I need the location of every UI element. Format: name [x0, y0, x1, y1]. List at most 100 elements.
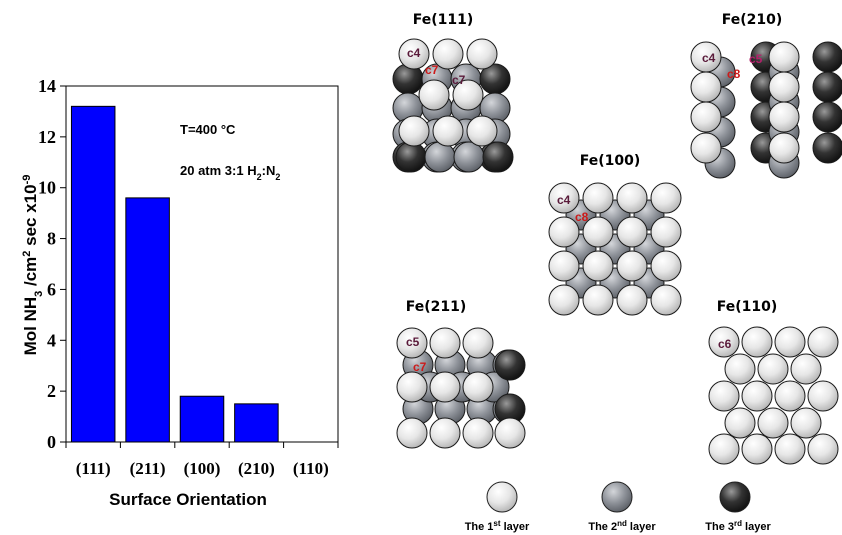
y-tick-label: 12 — [38, 127, 56, 147]
atom-first-layer — [724, 407, 756, 439]
atom-first-layer — [708, 433, 740, 465]
atom-first-layer — [650, 216, 682, 248]
atom-first-layer — [466, 38, 498, 70]
y-tick-label: 8 — [47, 229, 56, 249]
y-tick-label: 2 — [47, 381, 56, 401]
bar — [125, 197, 170, 443]
y-tick-label: 4 — [47, 330, 56, 350]
atom-first-layer — [466, 115, 498, 147]
atom-first-layer — [741, 326, 773, 358]
atom-first-layer — [741, 380, 773, 412]
atom-first-layer — [452, 79, 484, 111]
atom-label: c7 — [452, 73, 466, 87]
atom-first-layer — [582, 284, 614, 316]
x-tick-label: (211) — [130, 459, 166, 478]
x-tick-label: (210) — [238, 459, 275, 478]
atom-first-layer — [790, 407, 822, 439]
x-tick-label: (111) — [76, 459, 111, 478]
bars — [70, 105, 279, 443]
atom-first-layer — [650, 250, 682, 282]
atom-first-layer — [768, 101, 800, 133]
atom-first-layer — [724, 353, 756, 385]
legend-label-third: The 3rd layer — [705, 519, 771, 534]
atom-first-layer — [650, 182, 682, 214]
atom-first-layer — [432, 38, 464, 70]
atom-first-layer — [548, 250, 580, 282]
y-axis: 0 2 4 6 8 10 12 14 — [38, 76, 66, 452]
atom-first-layer — [741, 433, 773, 465]
layer-legend: The 1st layer The 2nd layer The 3rd laye… — [465, 481, 771, 534]
atom-first-layer — [429, 371, 461, 403]
atom-first-layer — [774, 380, 806, 412]
atom-third-layer — [395, 141, 427, 173]
panel-title: Fe(210) — [722, 12, 783, 28]
atom-first-layer — [690, 71, 722, 103]
y-tick-label: 10 — [38, 178, 56, 198]
surface-panel-fe111: Fe(111) c4 c7 c7 — [392, 12, 514, 173]
atom-first-layer — [432, 115, 464, 147]
atom-first-layer — [582, 250, 614, 282]
atom-first-layer — [398, 38, 430, 70]
legend-label-second: The 2nd layer — [588, 519, 656, 534]
bar — [234, 403, 279, 443]
atom-first-layer — [650, 284, 682, 316]
x-axis-title: Surface Orientation — [109, 490, 267, 509]
x-tick-label: (100) — [184, 459, 221, 478]
atom-first-layer — [708, 326, 740, 358]
atom-first-layer — [807, 326, 839, 358]
legend-label-first: The 1st layer — [465, 519, 530, 534]
atom-first-layer — [790, 353, 822, 385]
atom-label: c8 — [727, 67, 741, 81]
atom-first-layer — [768, 41, 800, 73]
bar-chart: 0 2 4 6 8 10 12 14 (111) (211) (100) (210) (110) Su… — [21, 76, 339, 509]
atom-first-layer — [462, 417, 494, 449]
bar — [70, 105, 116, 443]
atom-first-layer — [616, 250, 648, 282]
x-axis: (111) (211) (100) (210) (110) — [65, 442, 339, 478]
panel-title: Fe(211) — [406, 299, 467, 315]
atom-first-layer — [494, 417, 526, 449]
x-tick-label: (110) — [293, 459, 329, 478]
atom-first-layer — [616, 182, 648, 214]
atom-first-layer — [429, 327, 461, 359]
atom-label: c4 — [557, 193, 571, 207]
temperature-annotation: T=400 °C — [180, 122, 236, 137]
atom-first-layer — [396, 417, 428, 449]
y-axis-title: Mol NH3 /cm2 sec x10-9 — [21, 175, 45, 356]
atom-first-layer — [616, 284, 648, 316]
atom-first-layer — [582, 182, 614, 214]
atom-third-layer — [812, 71, 842, 103]
atom-first-layer — [774, 433, 806, 465]
atom-first-layer — [429, 417, 461, 449]
pressure-annotation: 20 atm 3:1 H2:N2 — [180, 163, 280, 182]
panel-title: Fe(110) — [717, 299, 778, 315]
atom-third-layer — [482, 141, 514, 173]
atom-first-layer — [396, 327, 428, 359]
atom-third-layer — [812, 132, 842, 164]
atom-label: c6 — [718, 337, 732, 351]
atom-first-layer — [462, 327, 494, 359]
atom-first-layer — [548, 182, 580, 214]
legend-swatch-first-layer — [486, 481, 518, 513]
legend-swatch-third-layer — [719, 481, 751, 513]
atom-third-layer — [812, 101, 842, 133]
atom-first-layer — [418, 79, 450, 111]
atom-label: c7 — [413, 360, 427, 374]
surface-panel-fe110: Fe(110) c6 — [708, 299, 839, 465]
atom-first-layer — [807, 380, 839, 412]
surface-panel-fe210: Fe(210) c4 c8 c5 — [690, 12, 842, 179]
atom-second-layer — [453, 141, 485, 173]
surface-panel-fe211: Fe(211) c5 c7 — [396, 299, 526, 449]
atom-third-layer — [494, 349, 526, 381]
atom-first-layer — [462, 371, 494, 403]
atom-third-layer — [812, 41, 842, 73]
atom-first-layer — [396, 371, 428, 403]
atom-label: c7 — [425, 63, 439, 77]
atom-first-layer — [690, 101, 722, 133]
atom-first-layer — [768, 132, 800, 164]
atom-label: c4 — [407, 46, 421, 60]
panel-title: Fe(100) — [580, 153, 641, 169]
atom-first-layer — [774, 326, 806, 358]
atom-first-layer — [582, 216, 614, 248]
